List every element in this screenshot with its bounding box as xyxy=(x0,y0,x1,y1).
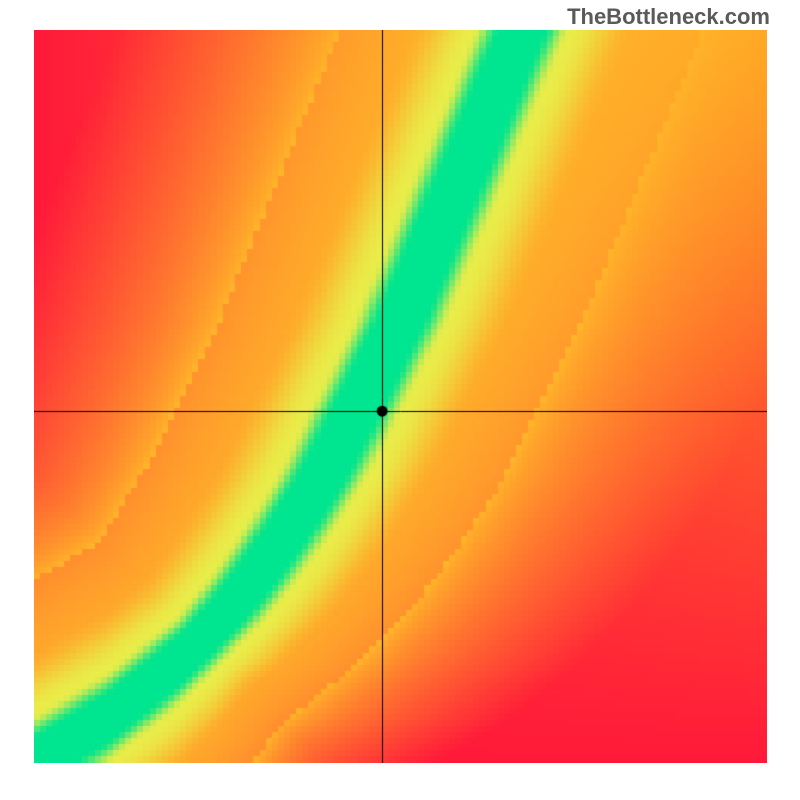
watermark-text: TheBottleneck.com xyxy=(567,4,770,30)
bottleneck-heatmap xyxy=(34,30,767,763)
